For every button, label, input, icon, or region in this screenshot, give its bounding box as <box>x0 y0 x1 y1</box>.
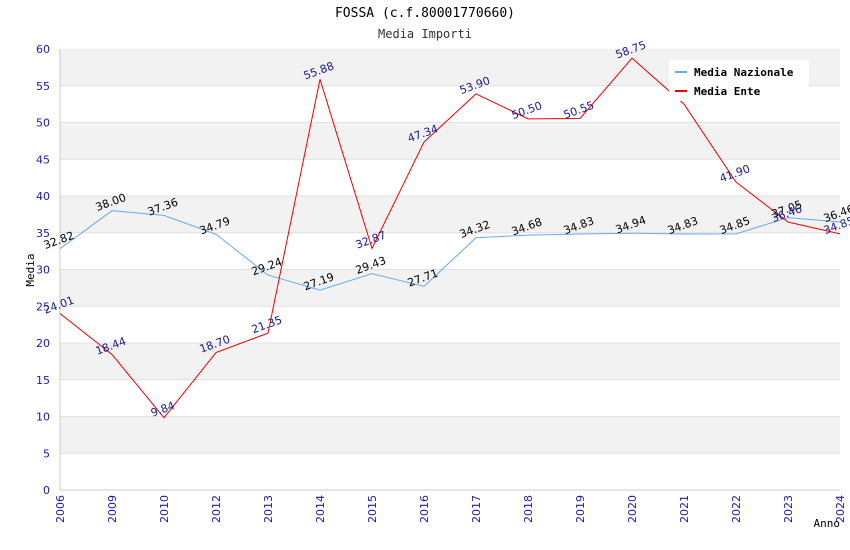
x-tick-label: 2015 <box>366 495 379 523</box>
grid-band <box>60 196 840 233</box>
x-axis-label: Anno <box>814 517 841 530</box>
y-tick-label: 25 <box>36 300 50 313</box>
grid-band <box>60 269 840 307</box>
y-tick-label: 15 <box>36 374 50 387</box>
y-tick-label: 55 <box>36 80 50 93</box>
x-tick-label: 2006 <box>54 495 67 523</box>
grid-band <box>60 416 840 454</box>
y-axis-label: Media <box>24 253 37 286</box>
grid-band <box>60 232 840 270</box>
x-tick-label: 2016 <box>418 495 431 523</box>
series-line <box>59 210 841 291</box>
grid-band <box>60 159 840 196</box>
x-tick-label: 2012 <box>210 495 223 523</box>
grid-band <box>60 379 840 417</box>
x-tick-label: 2024 <box>834 495 847 523</box>
y-tick-label: 40 <box>36 190 50 203</box>
x-tick-label: 2014 <box>314 495 327 523</box>
x-tick-labels: 2006 2009 2010 2012 2013 2014 2015 2016 2017 2018… <box>54 495 847 523</box>
y-tick-label: 5 <box>43 447 50 460</box>
y-tick-label: 0 <box>43 484 50 497</box>
y-tick-label: 35 <box>36 227 50 240</box>
grid-bands <box>60 49 840 491</box>
series-line <box>59 57 841 419</box>
grid-band <box>60 306 840 343</box>
y-tick-label: 50 <box>36 117 50 130</box>
legend-entry: Media Ente <box>694 85 761 98</box>
y-tick-labels: 0 5 10 15 20 25 30 35 40 45 50 55 60 <box>36 43 50 497</box>
x-tick-label: 2017 <box>470 495 483 523</box>
legend-entry: Media Nazionale <box>694 66 794 79</box>
x-tick-label: 2021 <box>678 495 691 523</box>
x-tick-label: 2013 <box>262 495 275 523</box>
x-tick-label: 2023 <box>782 495 795 523</box>
x-tick-label: 2018 <box>522 495 535 523</box>
y-tick-label: 45 <box>36 153 50 166</box>
chart-subtitle: Media Importi <box>378 27 472 41</box>
x-tick-label: 2019 <box>574 495 587 523</box>
grid-band <box>60 122 840 160</box>
grid-band <box>60 343 840 380</box>
chart-title: FOSSA (c.f.80001770660) <box>334 6 515 21</box>
axes <box>59 49 840 491</box>
legend: Media Nazionale Media Ente <box>669 60 809 101</box>
legend-box <box>669 60 809 101</box>
y-tick-label: 30 <box>36 264 50 277</box>
y-tick-label: 20 <box>36 337 50 350</box>
grid-band <box>60 453 840 490</box>
x-tick-label: 2022 <box>730 495 743 523</box>
series-lines <box>59 57 841 419</box>
x-tick-label: 2020 <box>626 495 639 523</box>
x-tick-label: 2009 <box>106 495 119 523</box>
x-tick-label: 2010 <box>158 495 171 523</box>
y-tick-label: 10 <box>36 411 50 424</box>
y-tick-label: 60 <box>36 43 50 56</box>
